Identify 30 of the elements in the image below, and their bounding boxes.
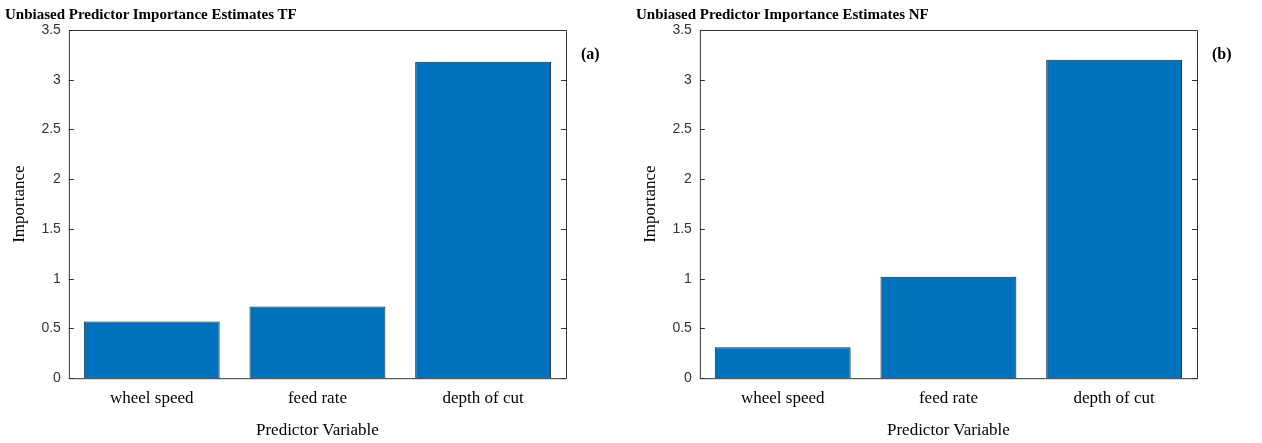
y-tick-label: 1.5 (672, 219, 693, 236)
x-tick-label: feed rate (918, 387, 978, 407)
y-tick-label: 3.5 (41, 20, 62, 37)
y-tick-label: 0 (53, 369, 62, 386)
y-tick-label: 0 (684, 369, 693, 386)
y-tick-label: 0.5 (41, 319, 62, 336)
y-tick-label: 3 (684, 70, 693, 87)
x-tick-label: depth of cut (1073, 387, 1156, 407)
y-tick-label: 1 (684, 269, 693, 286)
x-tick-label: depth of cut (442, 387, 525, 407)
y-tick-label: 1 (53, 269, 62, 286)
y-axis-title: Importance (639, 165, 659, 243)
x-axis-title: Predictor Variable (255, 420, 379, 440)
y-tick-label: 2.5 (41, 120, 62, 137)
text: (a) (581, 45, 600, 64)
y-axis-title: Importance (8, 165, 28, 243)
y-tick-label: 2 (53, 170, 62, 187)
chart-title: Unbiased Predictor Importance Estimates TF (5, 5, 297, 22)
y-tick-label: 2 (684, 170, 693, 187)
y-tick-label: 0.5 (672, 319, 693, 336)
y-tick-label: 1.5 (41, 219, 62, 236)
y-tick-label: 2.5 (672, 120, 693, 137)
y-tick-label: 3 (53, 70, 62, 87)
x-tick-label: wheel speed (109, 387, 194, 407)
x-axis-title: Predictor Variable (886, 420, 1010, 440)
x-tick-label: wheel speed (740, 387, 825, 407)
x-tick-label: feed rate (287, 387, 347, 407)
y-tick-label: 3.5 (672, 20, 693, 37)
text: (b) (1212, 45, 1232, 64)
chart-title: Unbiased Predictor Importance Estimates NF (636, 5, 929, 22)
